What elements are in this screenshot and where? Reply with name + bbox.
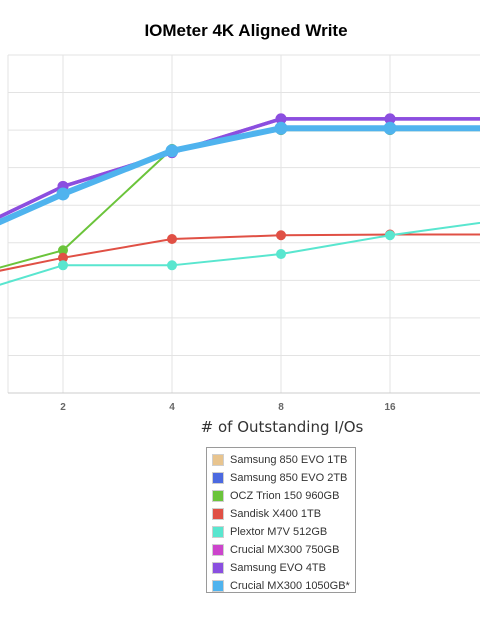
legend-item: OCZ Trion 150 960GB [207, 487, 355, 505]
legend-label: Samsung 850 EVO 2TB [230, 472, 348, 484]
data-point [167, 260, 177, 271]
data-point [276, 230, 286, 241]
data-point [56, 187, 70, 201]
series-line [0, 221, 480, 286]
legend-swatch [212, 508, 224, 520]
legend-item: Plextor M7V 512GB [207, 523, 355, 541]
data-point [383, 121, 397, 135]
x-tick-labels: 2 4 8 16 [60, 402, 396, 413]
data-point [385, 230, 395, 241]
data-point [165, 144, 179, 158]
series-line [0, 129, 480, 224]
x-tick-label: 4 [169, 402, 175, 413]
legend-swatch [212, 580, 224, 592]
legend-swatch [212, 544, 224, 556]
legend-item: Crucial MX300 1050GB* [207, 577, 355, 595]
legend-item: Samsung 850 EVO 2TB [207, 469, 355, 487]
legend-swatch [212, 526, 224, 538]
legend-swatch [212, 472, 224, 484]
legend-label: Crucial MX300 750GB [230, 544, 340, 556]
data-point [276, 249, 286, 260]
legend-label: Samsung 850 EVO 1TB [230, 454, 348, 466]
x-tick-label: 16 [384, 402, 396, 413]
legend-swatch [212, 490, 224, 502]
legend-item: Samsung 850 EVO 1TB [207, 451, 355, 469]
legend-swatch [212, 454, 224, 466]
legend-label: OCZ Trion 150 960GB [230, 490, 340, 502]
series-line [0, 117, 480, 219]
legend: Samsung 850 EVO 1TB Samsung 850 EVO 2TB OC… [206, 447, 356, 593]
series-layer [0, 113, 480, 286]
data-point [58, 260, 68, 271]
legend-label: Sandisk X400 1TB [230, 508, 322, 520]
series-line [0, 125, 480, 226]
legend-label: Plextor M7V 512GB [230, 526, 328, 538]
chart-title: IOMeter 4K Aligned Write [144, 21, 347, 40]
grid [7, 54, 480, 394]
legend-item: Samsung EVO 4TB [207, 559, 355, 577]
x-tick-label: 8 [278, 402, 284, 413]
series-line [0, 233, 480, 272]
legend-item: Crucial MX300 750GB [207, 541, 355, 559]
data-point [274, 121, 288, 135]
data-point [167, 234, 177, 245]
legend-item: Sandisk X400 1TB [207, 505, 355, 523]
x-tick-label: 2 [60, 402, 66, 413]
legend-label: Crucial MX300 1050GB* [230, 580, 350, 592]
legend-swatch [212, 562, 224, 574]
legend-label: Samsung EVO 4TB [230, 562, 326, 574]
x-axis-label: # of Outstanding I/Os [201, 418, 364, 436]
series-line [0, 129, 480, 224]
